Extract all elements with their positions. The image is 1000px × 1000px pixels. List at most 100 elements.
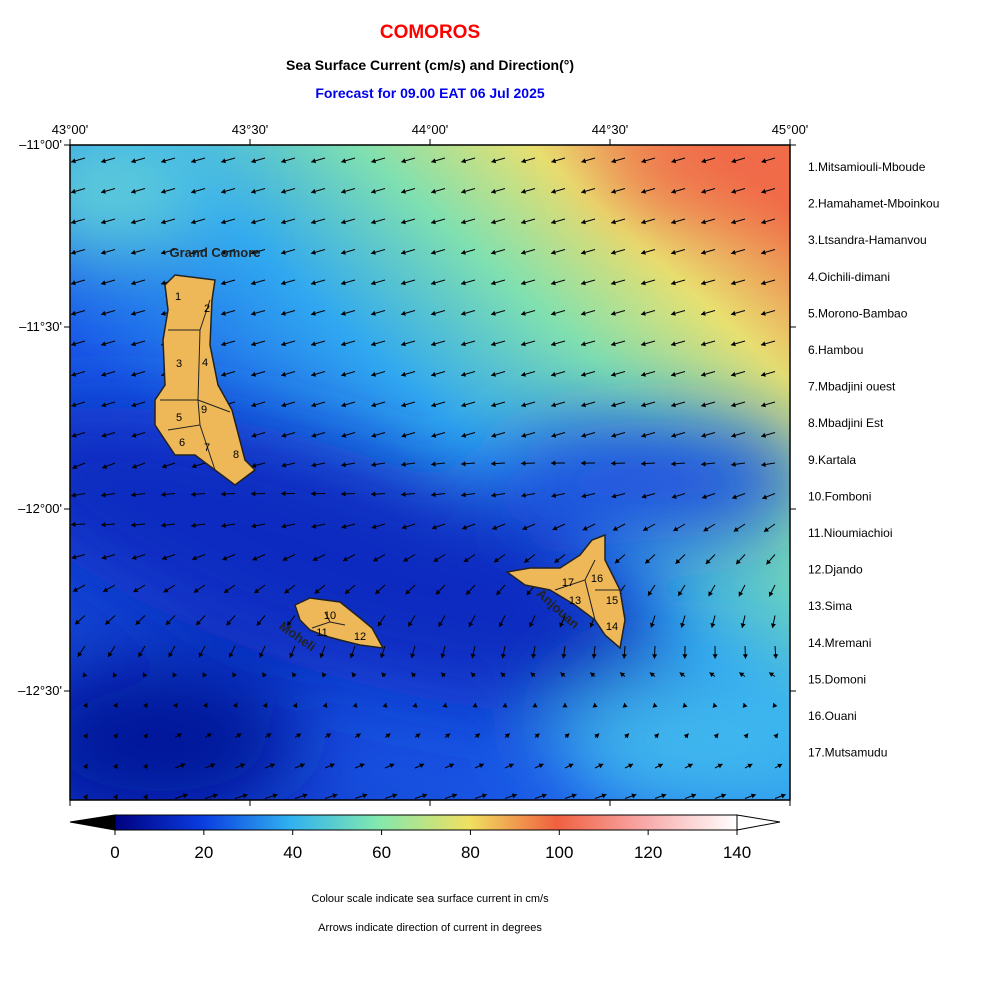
arrow-head bbox=[712, 654, 718, 659]
arrow-head bbox=[770, 623, 776, 628]
arrow-head bbox=[491, 249, 496, 255]
arrow-head bbox=[491, 402, 497, 408]
arrow-head bbox=[77, 651, 83, 657]
arrow-head bbox=[392, 793, 398, 799]
arrow-head bbox=[379, 653, 385, 659]
arrow-head bbox=[311, 341, 316, 347]
arrow-head bbox=[551, 492, 557, 499]
arrow-head bbox=[251, 432, 257, 438]
arrow-head bbox=[521, 188, 527, 194]
colorbar-tick-label: 60 bbox=[372, 843, 391, 862]
arrow-head bbox=[371, 249, 376, 255]
arrow-head bbox=[191, 463, 197, 469]
arrow-head bbox=[731, 432, 737, 438]
arrow-head bbox=[708, 591, 713, 597]
arrow-head bbox=[161, 280, 166, 286]
arrow-head bbox=[329, 763, 335, 769]
arrow-head bbox=[262, 703, 268, 708]
legend-entry: 16.Ouani bbox=[808, 709, 857, 723]
arrow-head bbox=[657, 763, 663, 769]
arrow-head bbox=[761, 310, 766, 316]
arrow-head bbox=[101, 492, 106, 498]
arrow-head bbox=[161, 249, 166, 255]
arrow-head bbox=[687, 763, 693, 769]
arrow-head bbox=[678, 591, 683, 597]
arrow-head bbox=[611, 219, 616, 225]
arrow-head bbox=[521, 280, 526, 286]
arrow-head bbox=[683, 733, 689, 739]
arrow-head bbox=[431, 524, 437, 530]
arrow-head bbox=[701, 280, 706, 286]
arrow-head bbox=[581, 219, 586, 225]
arrow-head bbox=[269, 763, 275, 768]
region-number: 10 bbox=[324, 610, 336, 622]
arrow-head bbox=[112, 672, 118, 678]
arrow-head bbox=[612, 526, 618, 531]
lat-tick-label: –12°00' bbox=[18, 501, 62, 516]
arrow-head bbox=[401, 341, 406, 347]
arrow-head bbox=[761, 341, 766, 347]
arrow-head bbox=[138, 652, 143, 658]
colorbar-tick-label: 40 bbox=[283, 843, 302, 862]
sea-field bbox=[70, 145, 790, 800]
arrow-head bbox=[551, 280, 556, 286]
arrow-head bbox=[493, 557, 499, 563]
forecast: Forecast for 09.00 EAT 06 Jul 2025 bbox=[315, 85, 545, 101]
arrow-head bbox=[491, 341, 496, 347]
arrow-head bbox=[581, 310, 586, 316]
arrow-head bbox=[431, 310, 436, 316]
arrow-head bbox=[491, 310, 496, 316]
legend-entry: 3.Ltsandra-Hamanvou bbox=[808, 233, 927, 247]
arrow-head bbox=[371, 371, 376, 377]
arrow-head bbox=[762, 494, 768, 500]
lon-tick-label: 45°00' bbox=[772, 122, 809, 137]
arrow-head bbox=[71, 158, 76, 164]
arrow-head bbox=[761, 219, 767, 225]
arrow-head bbox=[281, 188, 286, 194]
arrow-head bbox=[551, 341, 556, 347]
region-number: 5 bbox=[176, 412, 182, 424]
arrow-head bbox=[341, 371, 347, 377]
arrow-head bbox=[431, 219, 436, 225]
arrow-head bbox=[411, 672, 417, 678]
arrow-head bbox=[226, 620, 232, 626]
grand-comore-shape bbox=[154, 274, 257, 486]
arrow-head bbox=[228, 652, 234, 658]
arrow-head bbox=[71, 188, 76, 194]
arrow-head bbox=[221, 280, 226, 286]
arrow-head bbox=[701, 310, 706, 316]
arrow-head bbox=[101, 341, 106, 347]
legend-entry: 15.Domoni bbox=[808, 672, 866, 686]
arrow-head bbox=[131, 555, 137, 560]
arrow-head bbox=[131, 219, 136, 225]
arrow-head bbox=[311, 249, 316, 255]
arrow-head bbox=[532, 703, 538, 708]
arrow-head bbox=[452, 793, 457, 799]
arrow-head bbox=[671, 432, 677, 438]
arrow-head bbox=[191, 522, 196, 528]
legend-entry: 6.Hambou bbox=[808, 343, 863, 357]
region-number: 8 bbox=[233, 449, 239, 461]
arrow-head bbox=[415, 733, 421, 739]
arrow-head bbox=[222, 555, 228, 561]
arrow-head bbox=[731, 341, 736, 347]
arrow-head bbox=[581, 188, 587, 194]
arrow-head bbox=[161, 522, 166, 528]
arrow-head bbox=[131, 522, 136, 528]
arrow-head bbox=[731, 402, 736, 408]
legend-entry: 2.Hamahamet-Mboinkou bbox=[808, 197, 939, 211]
arrow-head bbox=[498, 622, 504, 628]
arrow-head bbox=[82, 672, 88, 678]
arrow-head bbox=[371, 310, 376, 316]
arrow-head bbox=[371, 341, 376, 347]
arrow-head bbox=[442, 703, 448, 708]
arrow-head bbox=[431, 461, 436, 467]
arrow-head bbox=[375, 589, 381, 595]
arrow-head bbox=[341, 402, 347, 408]
arrow-head bbox=[592, 703, 598, 708]
arrow-head bbox=[221, 491, 226, 497]
colorbar-tick-label: 120 bbox=[634, 843, 662, 862]
arrow-head bbox=[345, 589, 350, 594]
arrow-head bbox=[196, 620, 201, 626]
